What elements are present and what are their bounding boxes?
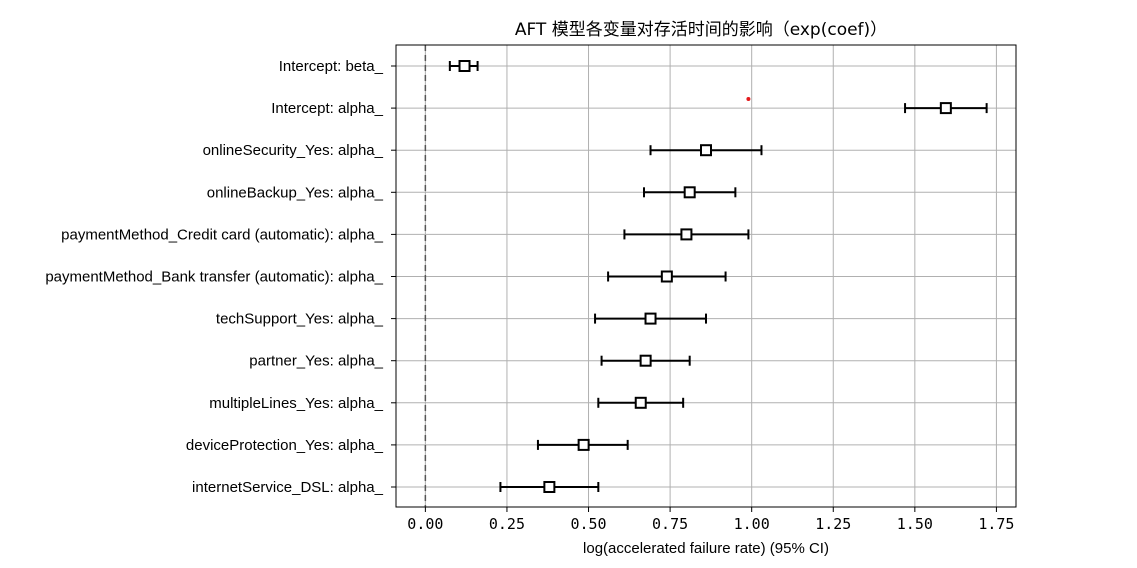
- row-label: onlineBackup_Yes: alpha_: [207, 184, 384, 201]
- point-estimate: [639, 354, 652, 367]
- x-tick-label: 0.25: [489, 515, 525, 533]
- x-tick-label: 1.75: [978, 515, 1014, 533]
- estimates: [424, 45, 988, 507]
- point-estimate: [577, 438, 590, 451]
- row-label: techSupport_Yes: alpha_: [216, 311, 384, 328]
- row-label: internetService_DSL: alpha_: [192, 479, 384, 496]
- x-axis-label: log(accelerated failure rate) (95% CI): [583, 540, 829, 557]
- chart-title: AFT 模型各变量对存活时间的影响（exp(coef)）: [515, 20, 887, 40]
- x-tick-label: 0.00: [407, 515, 443, 533]
- point-estimate: [939, 102, 952, 115]
- point-estimate: [634, 396, 647, 409]
- point-estimate: [660, 270, 673, 283]
- row-label: deviceProtection_Yes: alpha_: [186, 437, 384, 454]
- row-label: multipleLines_Yes: alpha_: [209, 395, 383, 412]
- point-estimate: [680, 228, 693, 241]
- point-estimate: [683, 186, 696, 199]
- annotation-dot: [746, 97, 751, 101]
- row-label: paymentMethod_Bank transfer (automatic):…: [45, 269, 383, 286]
- x-tick-label: 1.00: [734, 515, 770, 533]
- row-label: partner_Yes: alpha_: [249, 353, 383, 370]
- point-estimate: [700, 144, 712, 157]
- x-tick-label: 1.25: [815, 515, 851, 533]
- x-tick-label: 1.50: [897, 515, 933, 533]
- x-tick-label: 0.50: [570, 515, 606, 533]
- x-tick-label: 0.75: [652, 515, 688, 533]
- x-ticks: 0.00 0.25 0.50 0.75 1.00 1.25 1.50 1.75: [407, 507, 1014, 533]
- plot-frame: [395, 44, 1017, 508]
- y-tick-labels: Intercept: beta_ Intercept: alpha_ onlineS…: [45, 58, 396, 496]
- point-estimate: [543, 481, 556, 493]
- row-label: paymentMethod_Credit card (automatic): a…: [61, 226, 383, 243]
- row-label: onlineSecurity_Yes: alpha_: [203, 142, 384, 159]
- row-label: Intercept: beta_: [279, 58, 384, 75]
- row-label: Intercept: alpha_: [271, 100, 383, 117]
- point-estimate: [458, 60, 471, 72]
- point-estimate: [644, 312, 657, 325]
